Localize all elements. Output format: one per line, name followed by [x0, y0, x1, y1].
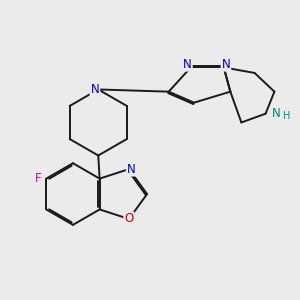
Text: N: N [183, 58, 192, 70]
Text: O: O [124, 212, 134, 226]
Text: N: N [91, 83, 99, 96]
Text: N: N [127, 163, 136, 176]
Text: H: H [283, 111, 291, 122]
Text: N: N [222, 58, 230, 70]
Text: N: N [272, 107, 281, 120]
Text: F: F [35, 172, 42, 185]
